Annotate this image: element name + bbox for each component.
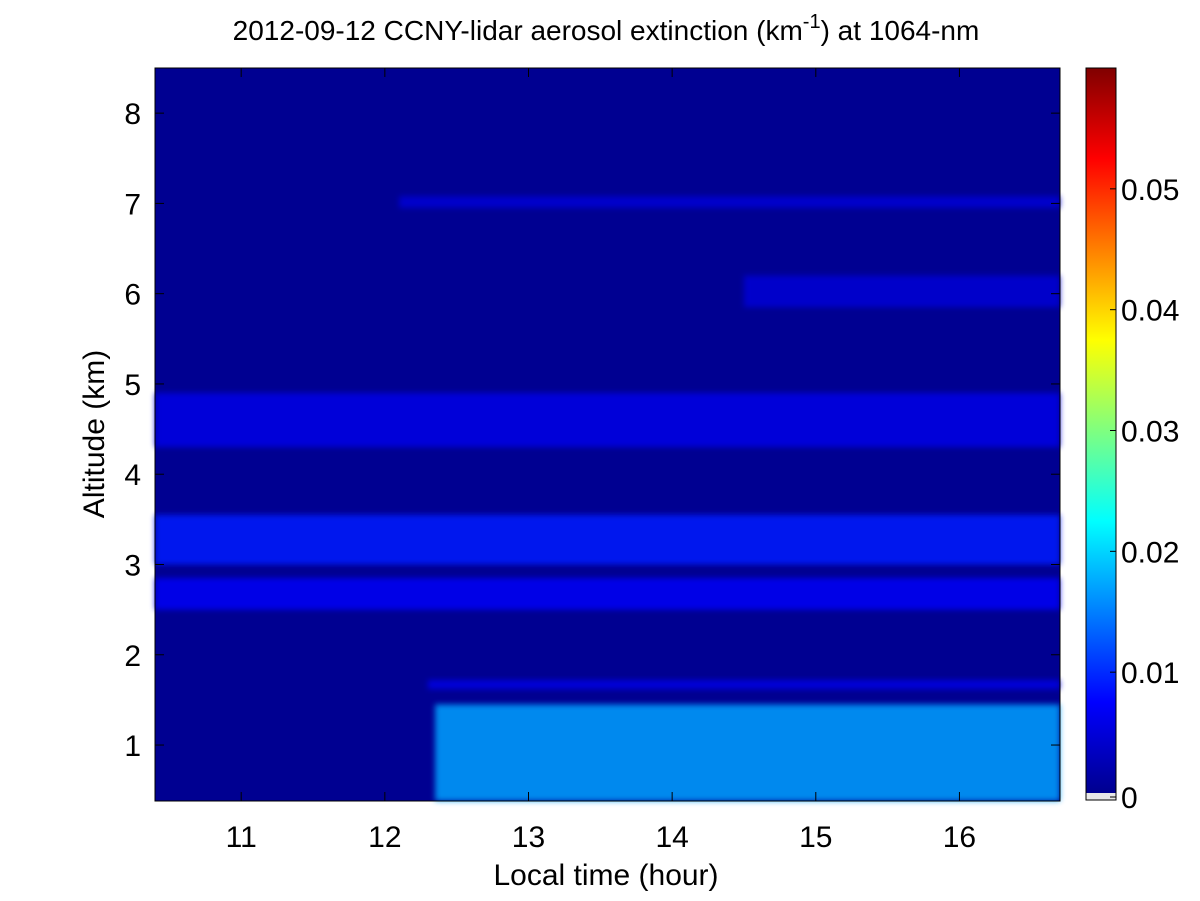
x-axis-ticks: 11 12 13 14 15 16 — [226, 68, 976, 854]
x-tick-label: 12 — [368, 821, 401, 854]
colorbar-tick-label: 0.05 — [1121, 174, 1179, 207]
colorbar-zero-swatch — [1086, 793, 1116, 800]
layer-5 — [743, 275, 1060, 308]
layer-6 — [399, 196, 1060, 208]
x-tick-label: 16 — [943, 821, 976, 854]
layer-0 — [435, 704, 1061, 801]
y-tick-label: 2 — [124, 640, 141, 673]
y-tick-label: 4 — [124, 459, 141, 492]
chart-title-suffix: ) at 1064-nm — [821, 15, 980, 46]
y-axis-label: Altitude (km) — [78, 350, 111, 518]
chart-title-prefix: 2012-09-12 CCNY-lidar aerosol extinction… — [233, 15, 803, 46]
y-tick-label: 8 — [124, 98, 141, 131]
layer-1 — [427, 680, 1060, 690]
y-axis-ticks: 1 2 3 4 5 6 7 8 — [124, 98, 1060, 763]
aerosol-layers — [155, 196, 1061, 801]
colorbar-tick-label: 0.02 — [1121, 536, 1179, 569]
layer-4 — [155, 392, 1060, 448]
x-tick-label: 15 — [799, 821, 832, 854]
chart-title-superscript: -1 — [803, 11, 821, 33]
y-tick-label: 6 — [124, 279, 141, 312]
y-tick-label: 7 — [124, 188, 141, 221]
y-tick-label: 1 — [124, 730, 141, 763]
plot-frame — [154, 67, 1061, 802]
colorbar-tick-label: 0.01 — [1121, 657, 1179, 690]
y-tick-label: 5 — [124, 369, 141, 402]
chart-title: 2012-09-12 CCNY-lidar aerosol extinction… — [233, 11, 980, 46]
colorbar-tick-label: 0 — [1121, 782, 1138, 815]
y-tick-label: 3 — [124, 549, 141, 582]
x-tick-label: 14 — [655, 821, 688, 854]
x-axis-label: Local time (hour) — [493, 859, 718, 892]
colorbar: 0 0.01 0.02 0.03 0.04 0.05 — [1085, 67, 1179, 815]
x-tick-label: 11 — [226, 821, 257, 854]
colorbar-ticks: 0 0.01 0.02 0.03 0.04 0.05 — [1110, 174, 1179, 815]
colorbar-frame — [1085, 67, 1117, 801]
layer-2 — [155, 578, 1060, 610]
colorbar-tick-label: 0.03 — [1121, 416, 1179, 449]
layer-3 — [155, 514, 1060, 565]
colorbar-tick-label: 0.04 — [1121, 295, 1179, 328]
x-tick-label: 13 — [512, 821, 545, 854]
